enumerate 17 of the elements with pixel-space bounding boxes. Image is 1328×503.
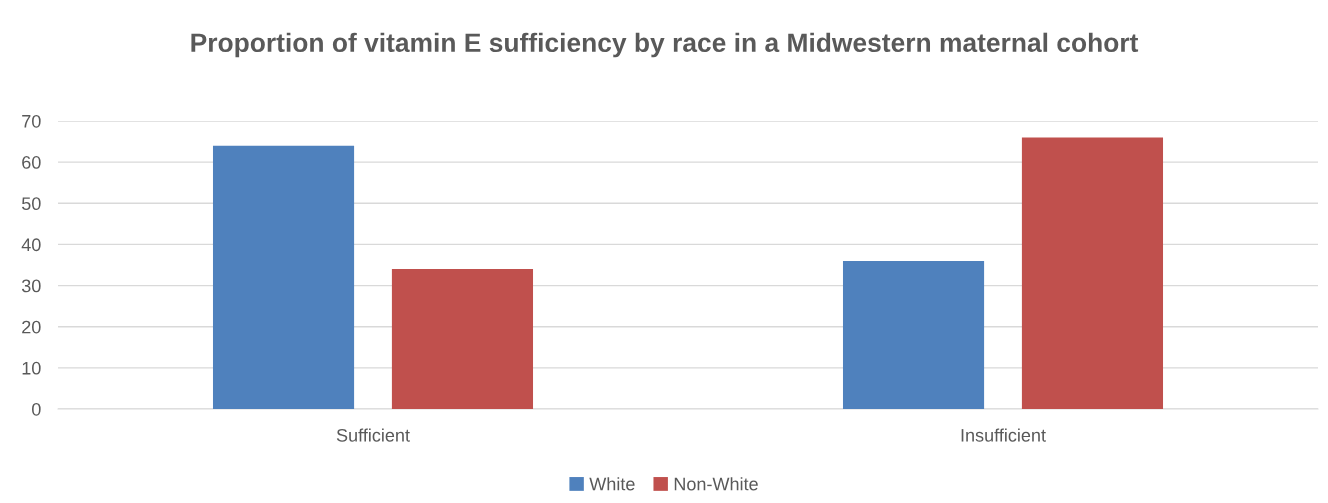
y-tick-label: 70: [22, 114, 41, 128]
legend-label: White: [589, 477, 635, 491]
y-tick-label: 20: [22, 320, 41, 334]
y-tick-label: 10: [22, 361, 41, 375]
bar: [842, 260, 985, 409]
y-tick-label: 60: [22, 156, 41, 169]
legend-label: Non-White: [674, 477, 758, 491]
y-tick-label: 40: [21, 238, 41, 252]
y-tick-label: 50: [21, 197, 41, 211]
bar: [212, 145, 355, 409]
bar: [391, 269, 534, 409]
x-tick-label: Insufficient: [961, 428, 1046, 442]
y-tick-label: 30: [21, 279, 41, 293]
x-tick-label: Sufficient: [336, 428, 410, 442]
bar: [1021, 137, 1164, 409]
y-tick-label: 0: [32, 402, 41, 416]
chart-title: Proportion of vitamin E sufficiency by race in a Midwestern maternal cohort: [191, 32, 1139, 58]
